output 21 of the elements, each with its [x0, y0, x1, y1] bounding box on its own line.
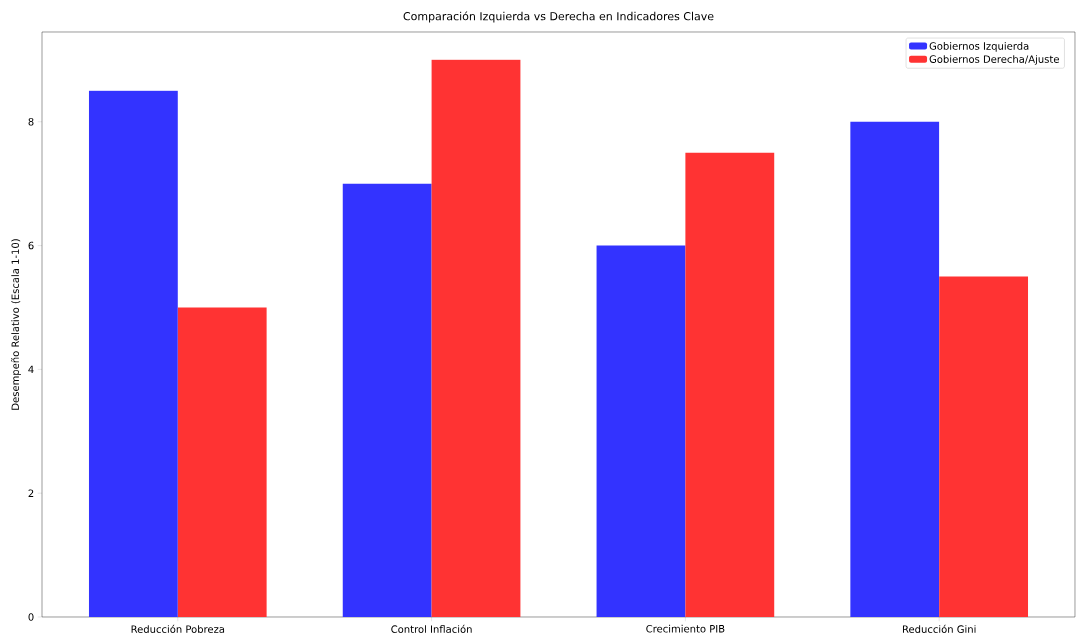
x-tick-label: Reducción Gini — [902, 624, 976, 633]
x-tick-label: Control Inflación — [391, 624, 472, 633]
bar — [342, 183, 432, 617]
bar — [685, 152, 775, 617]
bar — [596, 245, 686, 617]
y-tick-label: 8 — [28, 117, 34, 126]
y-tick-label: 6 — [28, 241, 34, 250]
bar — [939, 276, 1029, 617]
legend-label: Gobiernos Izquierda — [929, 42, 1029, 52]
y-tick-label: 0 — [28, 613, 34, 621]
bar — [850, 121, 940, 617]
y-tick-label: 4 — [28, 365, 34, 374]
x-tick-label: Crecimiento PIB — [646, 624, 725, 633]
y-tick-label: 2 — [28, 489, 34, 497]
y-axis-title: Desempeño Relativo (Escala 1-10) — [11, 239, 21, 410]
bar — [177, 307, 267, 617]
x-tick-label: Reducción Pobreza — [131, 624, 225, 633]
chart-title: Comparación Izquierda vs Derecha en Indicadores Clave — [403, 11, 714, 23]
legend-label: Gobiernos Derecha/Ajuste — [929, 55, 1059, 65]
bar — [431, 59, 521, 617]
bar — [88, 90, 178, 617]
